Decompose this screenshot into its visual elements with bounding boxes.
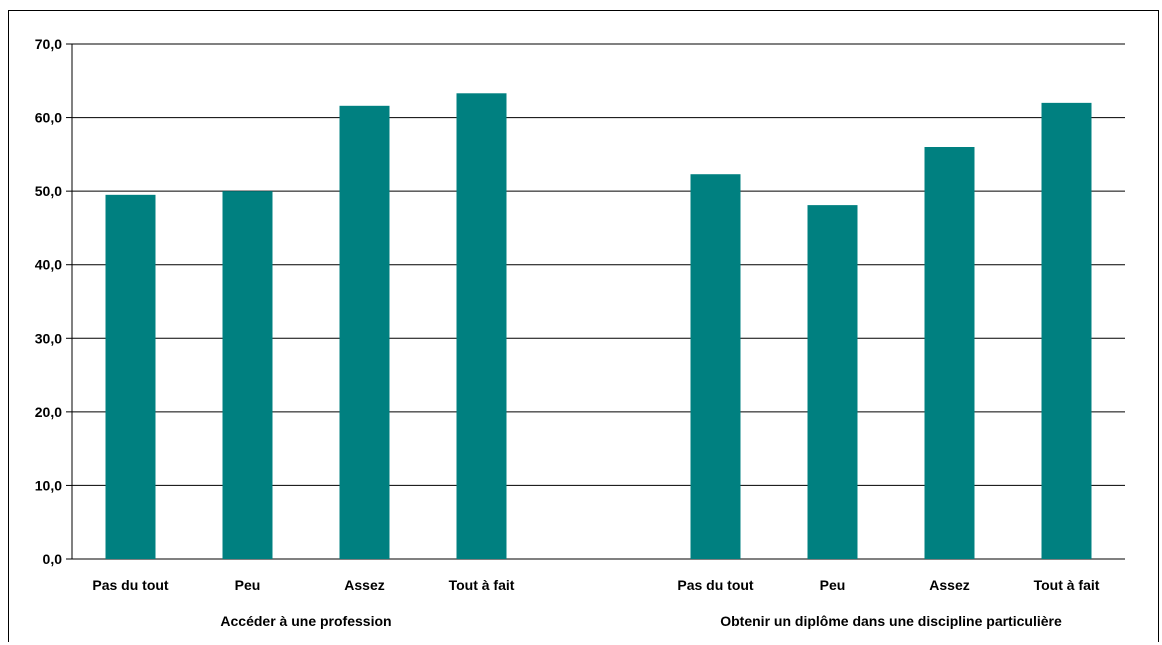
bar — [1041, 102, 1092, 559]
x-category-label: Peu — [235, 577, 261, 593]
bar — [690, 174, 741, 559]
bar — [924, 147, 975, 559]
y-tick-label: 10,0 — [35, 477, 62, 493]
bar — [339, 105, 390, 560]
y-tick-label: 60,0 — [35, 110, 62, 126]
y-tick-label: 30,0 — [35, 330, 62, 346]
x-category-label: Tout à fait — [1034, 577, 1100, 593]
x-category-label: Pas du tout — [677, 577, 754, 593]
bar — [456, 93, 507, 560]
bar — [222, 191, 273, 559]
bar — [105, 194, 156, 560]
y-tick-label: 0,0 — [43, 551, 63, 567]
x-group-label: Accéder à une profession — [220, 613, 391, 629]
x-category-label: Assez — [344, 577, 384, 593]
x-category-label: Tout à fait — [449, 577, 515, 593]
bar — [807, 205, 858, 559]
x-category-label: Pas du tout — [92, 577, 169, 593]
x-category-label: Assez — [929, 577, 969, 593]
y-tick-label: 40,0 — [35, 257, 62, 273]
y-tick-label: 50,0 — [35, 183, 62, 199]
y-tick-label: 20,0 — [35, 404, 62, 420]
x-category-label: Peu — [820, 577, 846, 593]
x-group-label: Obtenir un diplôme dans une discipline p… — [720, 613, 1062, 629]
y-tick-label: 70,0 — [35, 36, 62, 52]
